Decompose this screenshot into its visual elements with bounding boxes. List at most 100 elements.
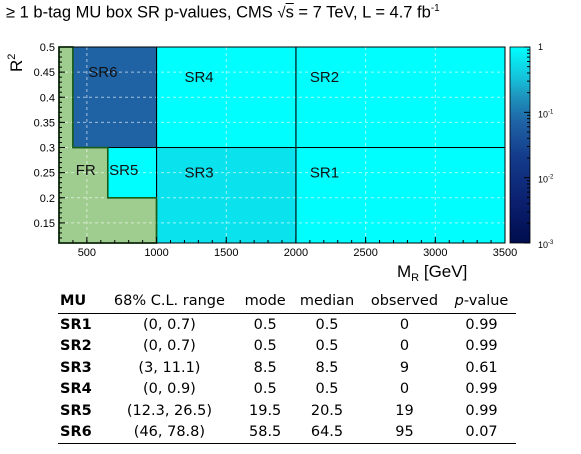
x-tick-label: 500 (78, 247, 96, 259)
cell-region: SR1 (60, 316, 92, 333)
cell-pvalue: 0.99 (465, 381, 498, 398)
header-mu: MU (58, 289, 101, 314)
title-exponent: -1 (430, 3, 440, 14)
chart-title: ≥ 1 b-tag MU box SR p-values, CMS √s = 7… (6, 3, 581, 31)
region-label: SR3 (184, 165, 213, 182)
header-mode: mode (238, 289, 293, 314)
table-row: SR2 (0, 0.7) 0.5 0.5 0 0.99 (58, 336, 516, 358)
heatmap-chart: SR1 SR2 SR3 SR4 SR5 SR6 FR 500 1000 1500 2000 2500… (6, 42, 554, 284)
cell-cl-range: (0, 0.7) (143, 316, 196, 333)
y-axis-label-sup: 2 (6, 54, 18, 60)
cell-observed: 0 (399, 338, 410, 355)
header-cl-range: 68% C.L. range (100, 289, 239, 314)
cell-mode: 0.5 (253, 381, 277, 398)
colorbar-tick-exp: -3 (548, 240, 554, 246)
y-axis-label-main: R (7, 60, 26, 72)
cell-observed: 19 (395, 402, 414, 419)
cell-mode: 19.5 (249, 402, 282, 419)
cell-region: SR6 (58, 421, 101, 444)
cell-cl-range: (0, 0.9) (143, 381, 196, 398)
x-tick-label: 2000 (284, 247, 308, 259)
header-pvalue-suffix: -value (463, 293, 509, 309)
cell-pvalue: 0.99 (465, 338, 498, 355)
colorbar-tick-label: 10-1 (538, 109, 554, 119)
cell-pvalue: 0.99 (465, 402, 498, 419)
cell-median: 8.5 (315, 359, 339, 376)
cell-region: SR2 (60, 338, 92, 355)
cell-pvalue: 0.07 (447, 421, 516, 444)
y-axis-label: R2 (6, 54, 26, 72)
cell-observed: 9 (399, 359, 410, 376)
y-tick-label: 0.15 (34, 218, 55, 230)
colorbar-tick-exp: -2 (548, 175, 554, 181)
region-label: SR2 (310, 69, 339, 86)
colorbar-tick-base: 10 (538, 240, 548, 250)
plot-area (58, 46, 505, 244)
y-tick-label: 0.3 (40, 143, 55, 155)
region-label: SR6 (88, 64, 117, 81)
cell-median: 64.5 (292, 421, 362, 444)
y-tick-label: 0.2 (40, 193, 55, 205)
header-observed: observed (361, 289, 448, 314)
cell-observed: 0 (399, 381, 410, 398)
cell-region: SR4 (60, 381, 92, 398)
x-tick-label: 2500 (353, 247, 377, 259)
cell-observed: 95 (361, 421, 448, 444)
cell-median: 20.5 (310, 402, 344, 419)
x-axis-label-main: M (397, 262, 411, 281)
y-tick-label: 0.25 (34, 168, 55, 180)
y-tick-label: 0.45 (34, 67, 55, 79)
table-row: SR1 (0, 0.7) 0.5 0.5 0 0.99 (58, 314, 516, 336)
colorbar-tick-label: 1 (538, 42, 543, 52)
colorbar-gradient (509, 46, 531, 244)
x-tick-label: 3000 (423, 247, 447, 259)
cell-median: 0.5 (315, 338, 339, 355)
table-row: SR3 (3, 11.1) 8.5 8.5 9 0.61 (58, 357, 516, 379)
cell-mode: 0.5 (253, 316, 277, 333)
cell-region: SR3 (60, 359, 92, 376)
colorbar-tick-base: 10 (538, 109, 548, 119)
table-row: SR6 (46, 78.8) 58.5 64.5 95 0.07 (58, 421, 516, 444)
x-tick-label: 3500 (493, 247, 517, 259)
title-prefix: ≥ 1 b-tag MU box SR p-values, CMS (6, 3, 278, 22)
y-tick-label: 0.5 (40, 42, 55, 54)
region-label: SR4 (184, 69, 213, 86)
table-row: SR4 (0, 0.9) 0.5 0.5 0 0.99 (58, 379, 516, 401)
region-label: SR5 (109, 162, 138, 179)
region-sr1 (295, 147, 505, 243)
cell-cl-range: (46, 78.8) (100, 421, 239, 444)
title-sqrt-var: s (285, 3, 294, 22)
fr-label: FR (76, 162, 96, 179)
table-row: SR5 (12.3, 26.5) 19.5 20.5 19 0.99 (58, 400, 516, 422)
cell-mode: 8.5 (253, 359, 277, 376)
x-axis-label-sub: R (411, 272, 419, 284)
cell-median: 0.5 (315, 316, 339, 333)
axes: 500 1000 1500 2000 2500 3000 3500 0.15 0.2 0.25 0.… (6, 42, 517, 284)
region-labels: SR1 SR2 SR3 SR4 SR5 SR6 FR (76, 64, 339, 182)
y-tick-label: 0.35 (34, 117, 55, 129)
header-median: median (292, 289, 362, 314)
x-axis-label-unit: [GeV] (419, 262, 467, 281)
colorbar-tick-label: 10-2 (538, 175, 554, 185)
x-tick-label: 1500 (214, 247, 238, 259)
x-tick-label: 1000 (144, 247, 168, 259)
results-table: MU 68% C.L. range mode median observed p… (58, 289, 516, 444)
cell-mode: 58.5 (238, 421, 293, 444)
cell-median: 0.5 (315, 381, 339, 398)
colorbar-tick-label: 10-3 (538, 240, 554, 250)
cell-cl-range: (3, 11.1) (138, 359, 201, 376)
title-middle: = 7 TeV, L = 4.7 fb (293, 3, 431, 22)
cell-observed: 0 (399, 316, 410, 333)
table-header-row: MU 68% C.L. range mode median observed p… (58, 289, 516, 314)
header-pvalue-p: p (454, 293, 464, 309)
header-pvalue: p-value (447, 289, 516, 314)
colorbar-tick-exp: -1 (548, 109, 554, 115)
title-sqrt-symbol: √ (277, 4, 286, 22)
x-axis-label: MR [GeV] (397, 262, 467, 284)
cell-region: SR5 (60, 402, 92, 419)
cell-mode: 0.5 (253, 338, 277, 355)
cell-pvalue: 0.99 (465, 316, 498, 333)
colorbar-tick-base: 10 (538, 175, 548, 185)
region-label: SR1 (310, 165, 339, 182)
cell-cl-range: (0, 0.7) (143, 338, 196, 355)
